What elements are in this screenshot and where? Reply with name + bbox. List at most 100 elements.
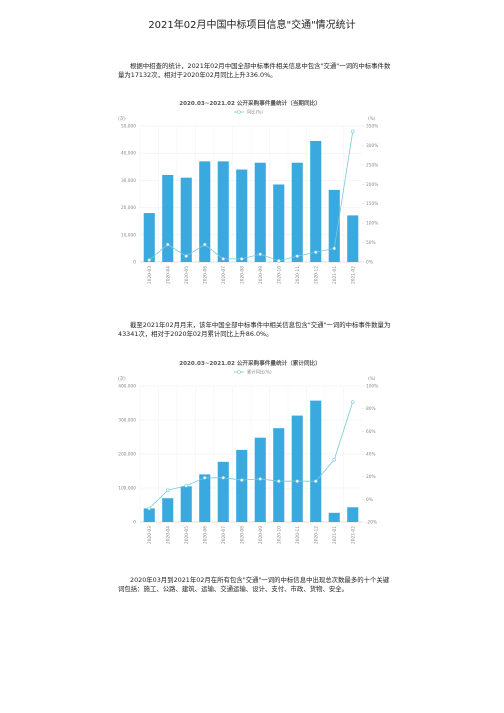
x-tick-label: 2020-07 xyxy=(221,266,227,284)
x-tick-label: 2021-01 xyxy=(332,266,338,284)
bar xyxy=(273,184,285,262)
line-series xyxy=(148,131,354,262)
bar xyxy=(236,449,248,522)
x-tick-label: 2020-11 xyxy=(295,526,301,544)
line-marker xyxy=(350,129,355,134)
y2-tick-label: 350% xyxy=(366,124,378,130)
x-tick-label: 2020-06 xyxy=(202,266,208,284)
chart-title: 2020.03~2021.02 公开采购事件量统计（累计同比） xyxy=(179,359,321,367)
line-marker xyxy=(202,476,207,480)
bar xyxy=(236,169,248,262)
paragraph: 根据中招查的统计，2021年02月中国全部中标事件相关信息中包含"交通"一词的中… xyxy=(118,62,391,79)
line-marker xyxy=(239,257,244,261)
line-marker xyxy=(258,252,263,257)
y-tick-label: 10,000 xyxy=(121,232,136,238)
x-tick-label: 2020-12 xyxy=(313,526,319,544)
bar xyxy=(310,400,322,522)
x-tick-label: 2020-11 xyxy=(295,266,301,284)
x-tick-label: 2021-02 xyxy=(350,526,356,544)
y2-tick-label: -20% xyxy=(366,520,377,526)
y-tick-label: 400,000 xyxy=(118,384,136,390)
y2-tick-label: 100% xyxy=(366,384,378,390)
bar xyxy=(347,215,359,262)
y-tick-label: 20,000 xyxy=(121,205,136,211)
x-tick-label: 2020-12 xyxy=(313,266,319,284)
x-tick-label: 2020-08 xyxy=(239,266,245,284)
line-marker xyxy=(147,258,152,262)
chart: 2020.03~2021.02 公开采购事件量统计（当期同比） 同比(%) (次) (… xyxy=(118,99,378,284)
line-marker xyxy=(165,242,170,247)
line-marker xyxy=(184,254,189,258)
y-axis-label: (次) xyxy=(118,375,126,382)
x-tick-label: 2021-01 xyxy=(332,526,338,544)
line-marker xyxy=(276,259,281,263)
y2-tick-label: 80% xyxy=(366,406,376,412)
legend-label: 同比(%) xyxy=(247,109,263,116)
x-tick-label: 2020-09 xyxy=(258,526,264,544)
line-marker xyxy=(276,479,281,483)
x-tick-label: 2020-08 xyxy=(239,526,245,544)
line-marker xyxy=(202,242,207,247)
bar xyxy=(162,174,174,262)
line-marker xyxy=(221,257,226,261)
y-tick-label: 30,000 xyxy=(121,178,136,184)
y-tick-label: 40,000 xyxy=(121,151,136,157)
legend-marker xyxy=(237,370,241,374)
x-tick-label: 2020-03 xyxy=(147,266,153,284)
x-tick-label: 2020-07 xyxy=(221,526,227,544)
legend-marker xyxy=(237,110,241,114)
bar xyxy=(347,507,359,522)
y2-tick-label: 0% xyxy=(366,497,373,503)
x-tick-label: 2020-10 xyxy=(276,526,282,544)
line-marker xyxy=(313,250,318,255)
y2-tick-label: 50% xyxy=(366,240,376,246)
chart-title: 2020.03~2021.02 公开采购事件量统计（当期同比） xyxy=(179,99,321,107)
chart: 2020.03~2021.02 公开采购事件量统计（累计同比） 累计同比(%) (次… xyxy=(118,359,378,544)
bar xyxy=(328,512,340,522)
bar xyxy=(143,213,155,262)
line-marker xyxy=(258,477,263,481)
line-marker xyxy=(295,479,300,483)
bar xyxy=(310,140,322,262)
line-marker xyxy=(332,457,337,462)
x-tick-label: 2020-04 xyxy=(165,266,171,284)
bar xyxy=(199,161,211,262)
bar xyxy=(180,486,192,522)
bar xyxy=(217,161,229,262)
line-marker xyxy=(147,506,152,511)
bar xyxy=(199,474,211,522)
line-marker xyxy=(295,254,300,258)
legend-label: 累计同比(%) xyxy=(247,369,272,376)
y-tick-label: 300,000 xyxy=(118,418,136,424)
y2-tick-label: 200% xyxy=(366,182,378,188)
y2-tick-label: 250% xyxy=(366,162,378,168)
line-series xyxy=(148,401,354,509)
paragraph: 截至2021年02月月末，该年中国全部中标事件中相关信息包含"交通"一词的中标事… xyxy=(118,321,391,338)
y-tick-label: 200,000 xyxy=(118,452,136,458)
line-marker xyxy=(332,246,337,251)
x-tick-label: 2020-05 xyxy=(184,266,190,284)
y-tick-label: 50,000 xyxy=(121,124,136,130)
y-tick-label: 0 xyxy=(133,260,136,266)
x-tick-label: 2020-09 xyxy=(258,266,264,284)
y-axis-label: (次) xyxy=(118,115,126,122)
x-tick-label: 2020-03 xyxy=(147,526,153,544)
bar xyxy=(217,461,229,522)
y-tick-label: 100,000 xyxy=(118,486,136,492)
bar xyxy=(162,498,174,522)
y2-axis-label: (%) xyxy=(368,376,376,382)
y2-tick-label: 20% xyxy=(366,474,376,480)
x-tick-label: 2020-04 xyxy=(165,526,171,544)
line-marker xyxy=(239,478,244,482)
x-tick-label: 2021-02 xyxy=(350,266,356,284)
bar xyxy=(180,177,192,262)
y-tick-label: 0 xyxy=(133,520,136,526)
bar xyxy=(291,162,303,262)
x-tick-label: 2020-10 xyxy=(276,266,282,284)
bar xyxy=(328,189,340,262)
line-marker xyxy=(313,479,318,483)
bar xyxy=(291,415,303,522)
bar xyxy=(254,162,266,262)
line-marker xyxy=(184,483,189,488)
line-marker xyxy=(221,476,226,480)
